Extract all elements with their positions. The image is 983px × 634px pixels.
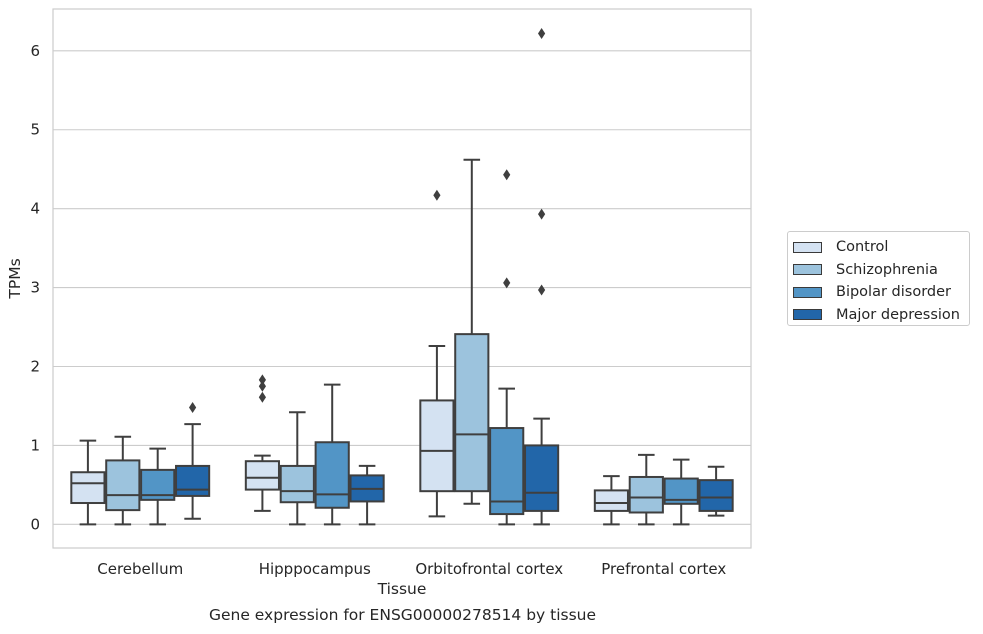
legend-label: Major depression (836, 306, 960, 323)
y-axis-label: TPMs (6, 258, 24, 299)
outlier-point (189, 402, 197, 414)
legend: Control Schizophrenia Bipolar disorder Majo… (787, 231, 970, 326)
y-tick-label: 1 (30, 436, 40, 454)
box-iqr (489, 427, 525, 516)
box-iqr (593, 489, 629, 512)
box-group (698, 465, 734, 517)
y-tick-labels: 0 1 2 3 4 5 6 (30, 42, 40, 533)
box-group (628, 453, 664, 526)
y-tick-label: 4 (30, 200, 40, 218)
box-iqr (698, 479, 734, 512)
box-iqr (105, 459, 141, 512)
box-group (349, 464, 385, 526)
box-iqr (244, 460, 280, 491)
box-group (419, 189, 455, 518)
legend-label: Control (836, 239, 889, 256)
x-tick-label: Cerebellum (97, 560, 183, 578)
legend-label: Schizophrenia (836, 261, 938, 278)
outlier-point (258, 380, 266, 392)
x-tick-label: Hipppocampus (259, 560, 371, 578)
outlier-point (538, 27, 546, 39)
legend-swatch (793, 286, 822, 298)
box-group (524, 27, 560, 526)
grid-lines (53, 50, 751, 525)
legend-item: Control (793, 236, 969, 259)
box-group (279, 411, 315, 526)
x-tick-labels: Cerebellum Hipppocampus Orbitofrontal cort… (97, 560, 726, 578)
x-tick-label: Prefrontal cortex (601, 560, 726, 578)
chart-caption: Gene expression for ENSG00000278514 by t… (208, 606, 597, 624)
legend-item: Schizophrenia (793, 259, 969, 282)
box-group (70, 439, 106, 526)
x-tick-label: Orbitofrontal cortex (415, 560, 563, 578)
outlier-point (503, 169, 511, 181)
box-iqr (454, 333, 490, 493)
boxes (70, 27, 734, 526)
box-iqr (628, 475, 664, 514)
plot-area-frame (52, 8, 752, 549)
box-iqr (419, 399, 455, 493)
y-tick-label: 5 (30, 121, 40, 139)
box-iqr (175, 464, 211, 497)
x-axis-label: Tissue (377, 580, 427, 598)
box-group (489, 169, 525, 526)
legend-swatch (793, 264, 822, 276)
y-tick-label: 3 (30, 279, 40, 297)
box-group (663, 458, 699, 526)
box-iqr (524, 444, 560, 512)
outlier-point (538, 208, 546, 220)
legend-label: Bipolar disorder (836, 284, 951, 301)
box-group (593, 475, 629, 526)
y-tick-label: 6 (30, 42, 40, 60)
y-tick-label: 0 (30, 515, 40, 533)
box-group (454, 158, 490, 505)
legend-swatch (793, 309, 822, 321)
y-tick-label: 2 (30, 357, 40, 375)
legend-item: Major depression (793, 304, 969, 327)
box-iqr (279, 464, 315, 504)
box-group (175, 402, 211, 520)
box-iqr (70, 471, 106, 505)
outlier-point (258, 391, 266, 403)
box-group (244, 374, 280, 512)
outlier-point (538, 284, 546, 296)
box-group (105, 435, 141, 526)
box-group (140, 447, 176, 526)
box-group (314, 383, 350, 526)
outlier-point (433, 189, 441, 201)
outlier-point (258, 374, 266, 386)
legend-item: Bipolar disorder (793, 281, 969, 304)
box-iqr (314, 441, 350, 509)
legend-swatch (793, 241, 822, 253)
outlier-point (503, 277, 511, 289)
